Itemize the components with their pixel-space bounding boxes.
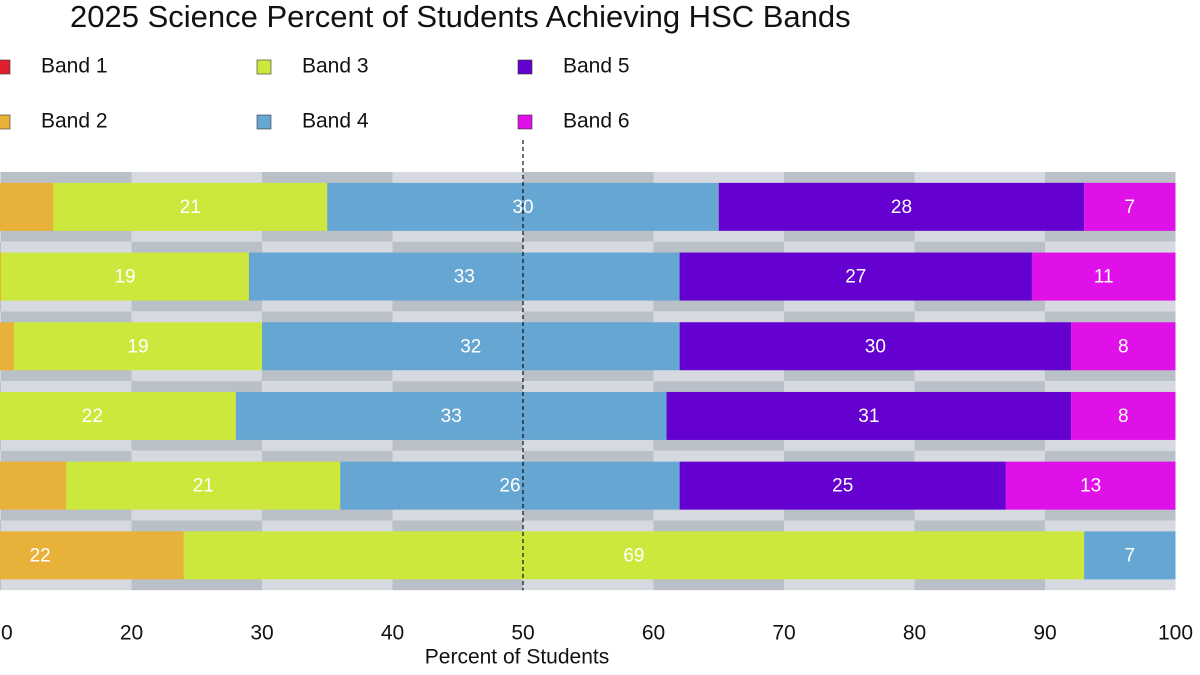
chart-title: 2025 Science Percent of Students Achievi… — [70, 0, 851, 34]
bar-segment — [666, 391, 1072, 440]
bar-segment — [0, 391, 236, 440]
bar-segment — [1084, 531, 1176, 580]
legend-marker — [0, 114, 11, 130]
legend-label: Band 6 — [563, 110, 630, 133]
data-label: 19 — [114, 267, 135, 288]
data-label: 25 — [832, 476, 853, 497]
bar-segment — [66, 461, 341, 510]
data-label: 32 — [460, 336, 481, 357]
legend-marker — [517, 114, 533, 130]
data-label: 11 — [1094, 267, 1114, 288]
data-label: 28 — [891, 197, 912, 218]
data-label: 21 — [193, 476, 214, 497]
data-label: 69 — [623, 545, 644, 566]
x-tick-label: 80 — [903, 622, 926, 645]
bar-segment — [0, 252, 1, 301]
data-label: 19 — [127, 336, 148, 357]
bar-segment — [340, 461, 680, 510]
bar-segment — [53, 182, 328, 231]
bar-segment — [1071, 322, 1176, 371]
bar-segment — [262, 322, 680, 371]
x-tick-label: 60 — [642, 622, 665, 645]
background — [0, 172, 1176, 591]
data-label: 22 — [30, 545, 51, 566]
data-label: 7 — [1125, 197, 1136, 218]
data-label: 8 — [1118, 406, 1129, 427]
bar-segment — [14, 322, 262, 371]
legend-marker — [0, 59, 11, 75]
x-tick-label: 70 — [772, 622, 795, 645]
bar-segment — [0, 461, 67, 510]
legend-marker — [256, 114, 272, 130]
bar-segment — [679, 461, 1006, 510]
bar-segment — [1005, 461, 1176, 510]
x-tick-label: 100 — [1158, 622, 1193, 645]
data-label: 33 — [454, 267, 475, 288]
x-tick-label: 30 — [250, 622, 273, 645]
bar-segment — [1, 252, 249, 301]
legend-label: Band 1 — [41, 55, 108, 78]
bar-segment — [0, 531, 184, 580]
data-label: 31 — [858, 406, 879, 427]
x-tick-label: 20 — [120, 622, 143, 645]
data-label: 30 — [865, 336, 886, 357]
data-label: 8 — [1118, 336, 1129, 357]
x-tick-label: 40 — [381, 622, 404, 645]
bar-segment — [0, 322, 15, 371]
data-label: 21 — [180, 197, 201, 218]
data-label: 22 — [82, 406, 103, 427]
x-tick-label: 90 — [1033, 622, 1056, 645]
bar-segment — [679, 322, 1072, 371]
legend-label: Band 4 — [302, 110, 369, 133]
legend-marker — [517, 59, 533, 75]
x-tick-label: 50 — [511, 622, 534, 645]
x-tick-label: 10 — [0, 622, 13, 645]
x-axis-label: Percent of Students — [425, 646, 609, 669]
legend-label: Band 2 — [41, 110, 108, 133]
bar-segment — [718, 182, 1085, 231]
legend-label: Band 5 — [563, 55, 630, 78]
bar-segment — [1084, 182, 1176, 231]
data-label: 13 — [1080, 476, 1101, 497]
data-label: 27 — [845, 267, 866, 288]
data-label: 30 — [512, 197, 533, 218]
bar-segment — [0, 182, 54, 231]
bar-segment — [1031, 252, 1176, 301]
bar-segment — [183, 531, 1085, 580]
bar-segment — [235, 391, 667, 440]
bar-segment — [248, 252, 680, 301]
data-label: 7 — [1125, 545, 1136, 566]
data-label: 26 — [499, 476, 520, 497]
bar-segment — [679, 252, 1032, 301]
bar-segment — [1071, 391, 1176, 440]
legend-marker — [256, 59, 272, 75]
data-label: 33 — [441, 406, 462, 427]
legend-label: Band 3 — [302, 55, 369, 78]
